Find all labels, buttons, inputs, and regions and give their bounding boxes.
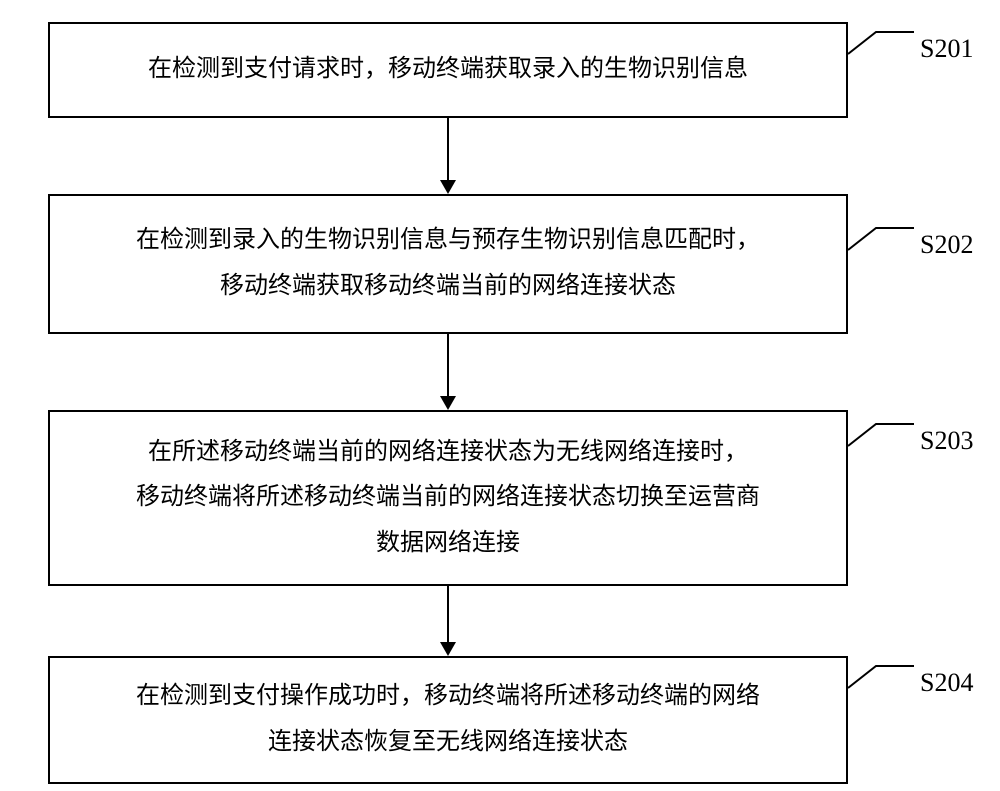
step-box-S204: 在检测到支付操作成功时，移动终端将所述移动终端的网络连接状态恢复至无线网络连接状…	[48, 656, 848, 784]
step-label-S201: S201	[920, 34, 973, 64]
arrow-shaft	[447, 118, 449, 182]
arrow-down-icon	[440, 642, 456, 656]
step-box-S201: 在检测到支付请求时，移动终端获取录入的生物识别信息	[48, 22, 848, 118]
step-text: 在检测到录入的生物识别信息与预存生物识别信息匹配时，移动终端获取移动终端当前的网…	[136, 218, 760, 309]
step-text: 在所述移动终端当前的网络连接状态为无线网络连接时，移动终端将所述移动终端当前的网…	[136, 430, 760, 567]
arrow-shaft	[447, 334, 449, 398]
leader-line-icon	[848, 662, 890, 690]
leader-line-h	[890, 665, 914, 667]
flowchart-canvas: 在检测到支付请求时，移动终端获取录入的生物识别信息 S201 在检测到录入的生物识别…	[0, 0, 1000, 791]
step-box-S203: 在所述移动终端当前的网络连接状态为无线网络连接时，移动终端将所述移动终端当前的网…	[48, 410, 848, 586]
leader-line-icon	[848, 224, 890, 252]
leader-line-icon	[848, 420, 890, 448]
leader-line-h	[890, 423, 914, 425]
arrow-down-icon	[440, 396, 456, 410]
step-text: 在检测到支付操作成功时，移动终端将所述移动终端的网络连接状态恢复至无线网络连接状…	[136, 674, 760, 765]
step-box-S202: 在检测到录入的生物识别信息与预存生物识别信息匹配时，移动终端获取移动终端当前的网…	[48, 194, 848, 334]
leader-line-h	[890, 227, 914, 229]
step-label-S203: S203	[920, 426, 973, 456]
arrow-shaft	[447, 586, 449, 644]
leader-line-h	[890, 31, 914, 33]
arrow-down-icon	[440, 180, 456, 194]
step-text: 在检测到支付请求时，移动终端获取录入的生物识别信息	[148, 47, 748, 93]
leader-line-icon	[848, 28, 890, 56]
step-label-S202: S202	[920, 230, 973, 260]
step-label-S204: S204	[920, 668, 973, 698]
